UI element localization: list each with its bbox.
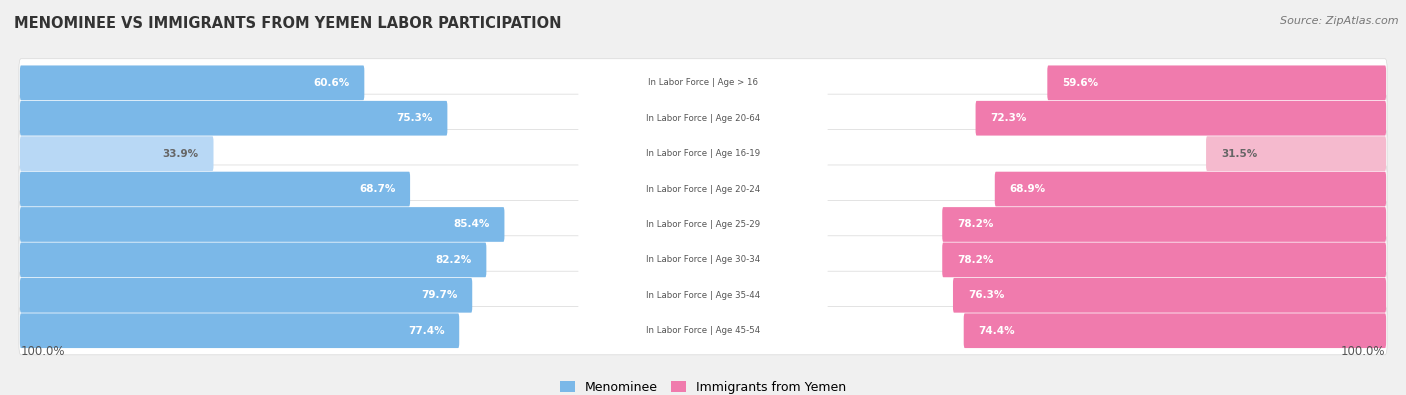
Text: 68.7%: 68.7% (359, 184, 395, 194)
FancyBboxPatch shape (18, 59, 1388, 107)
FancyBboxPatch shape (578, 140, 828, 167)
FancyBboxPatch shape (963, 313, 1386, 348)
FancyBboxPatch shape (953, 278, 1386, 313)
FancyBboxPatch shape (20, 101, 447, 135)
Text: In Labor Force | Age 35-44: In Labor Force | Age 35-44 (645, 291, 761, 300)
Text: 31.5%: 31.5% (1220, 149, 1257, 159)
Text: In Labor Force | Age 20-24: In Labor Force | Age 20-24 (645, 184, 761, 194)
FancyBboxPatch shape (578, 211, 828, 238)
FancyBboxPatch shape (18, 307, 1388, 355)
FancyBboxPatch shape (942, 243, 1386, 277)
Text: 77.4%: 77.4% (408, 326, 444, 336)
Text: Source: ZipAtlas.com: Source: ZipAtlas.com (1281, 16, 1399, 26)
Text: In Labor Force | Age 30-34: In Labor Force | Age 30-34 (645, 256, 761, 264)
Text: 100.0%: 100.0% (1340, 345, 1385, 358)
Text: 68.9%: 68.9% (1010, 184, 1046, 194)
FancyBboxPatch shape (20, 278, 472, 313)
FancyBboxPatch shape (942, 207, 1386, 242)
FancyBboxPatch shape (578, 70, 828, 96)
Text: 59.6%: 59.6% (1062, 78, 1098, 88)
Text: MENOMINEE VS IMMIGRANTS FROM YEMEN LABOR PARTICIPATION: MENOMINEE VS IMMIGRANTS FROM YEMEN LABOR… (14, 16, 561, 31)
Text: 74.4%: 74.4% (979, 326, 1015, 336)
Text: 75.3%: 75.3% (396, 113, 433, 123)
FancyBboxPatch shape (578, 176, 828, 203)
Text: 79.7%: 79.7% (420, 290, 457, 300)
FancyBboxPatch shape (1206, 136, 1386, 171)
FancyBboxPatch shape (20, 207, 505, 242)
FancyBboxPatch shape (20, 136, 214, 171)
Text: 85.4%: 85.4% (453, 220, 489, 229)
FancyBboxPatch shape (20, 172, 411, 207)
FancyBboxPatch shape (20, 313, 460, 348)
FancyBboxPatch shape (18, 165, 1388, 213)
FancyBboxPatch shape (976, 101, 1386, 135)
FancyBboxPatch shape (578, 282, 828, 309)
FancyBboxPatch shape (578, 105, 828, 132)
Text: 60.6%: 60.6% (314, 78, 350, 88)
FancyBboxPatch shape (20, 243, 486, 277)
FancyBboxPatch shape (18, 271, 1388, 320)
Legend: Menominee, Immigrants from Yemen: Menominee, Immigrants from Yemen (555, 376, 851, 395)
FancyBboxPatch shape (20, 66, 364, 100)
FancyBboxPatch shape (18, 94, 1388, 142)
FancyBboxPatch shape (1047, 66, 1386, 100)
FancyBboxPatch shape (995, 172, 1386, 207)
Text: In Labor Force | Age > 16: In Labor Force | Age > 16 (648, 78, 758, 87)
Text: In Labor Force | Age 45-54: In Labor Force | Age 45-54 (645, 326, 761, 335)
Text: 76.3%: 76.3% (967, 290, 1004, 300)
Text: 82.2%: 82.2% (436, 255, 471, 265)
FancyBboxPatch shape (578, 246, 828, 273)
Text: In Labor Force | Age 16-19: In Labor Force | Age 16-19 (645, 149, 761, 158)
FancyBboxPatch shape (18, 200, 1388, 248)
Text: 78.2%: 78.2% (957, 255, 994, 265)
Text: 100.0%: 100.0% (21, 345, 66, 358)
Text: 33.9%: 33.9% (163, 149, 198, 159)
Text: In Labor Force | Age 20-64: In Labor Force | Age 20-64 (645, 114, 761, 123)
FancyBboxPatch shape (18, 130, 1388, 178)
Text: 78.2%: 78.2% (957, 220, 994, 229)
Text: In Labor Force | Age 25-29: In Labor Force | Age 25-29 (645, 220, 761, 229)
FancyBboxPatch shape (18, 236, 1388, 284)
FancyBboxPatch shape (578, 317, 828, 344)
Text: 72.3%: 72.3% (990, 113, 1026, 123)
